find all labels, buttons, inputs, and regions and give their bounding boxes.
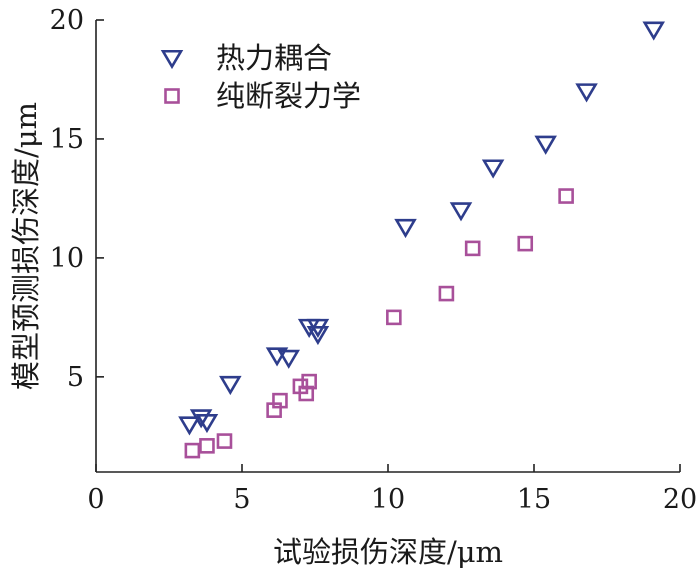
data-point — [306, 318, 330, 338]
data-point — [178, 416, 201, 436]
data-point — [189, 409, 213, 429]
legend-label: 热力耦合 — [216, 41, 332, 75]
y-tick-label: 15 — [50, 124, 84, 155]
data-point — [642, 21, 665, 41]
legend-marker — [164, 88, 180, 104]
data-point — [481, 159, 505, 179]
x-tick-label: 15 — [517, 484, 551, 515]
data-point — [517, 235, 534, 252]
x-tick-label: 10 — [371, 484, 405, 515]
x-axis-title: 试验损伤深度/μm — [273, 535, 503, 569]
data-point — [464, 240, 481, 257]
data-point — [184, 442, 201, 459]
data-point — [438, 285, 455, 302]
data-point — [199, 438, 215, 454]
axes — [95, 19, 681, 473]
x-tick-label: 20 — [663, 484, 697, 515]
legend-marker — [160, 49, 184, 70]
y-tick-label: 5 — [67, 362, 84, 393]
data-point — [534, 135, 557, 155]
x-tick-label: 0 — [87, 484, 104, 515]
legend-label: 纯断裂力学 — [216, 79, 361, 113]
data-point — [558, 188, 574, 204]
data-point — [277, 349, 300, 369]
data-point — [449, 202, 473, 222]
data-point — [386, 309, 402, 326]
data-point — [394, 218, 417, 239]
data-points — [178, 21, 665, 459]
data-point — [301, 373, 317, 390]
data-point — [219, 375, 242, 396]
y-axis-title: 模型预测损伤深度/μm — [9, 102, 43, 390]
y-tick-label: 20 — [50, 5, 84, 36]
x-tick-label: 5 — [233, 484, 250, 515]
data-point — [306, 325, 330, 346]
tick-labels: 0 5 10 15 20 5 10 15 20 — [50, 5, 698, 515]
data-point — [272, 392, 288, 409]
series-2 — [184, 188, 574, 459]
series-1 — [178, 21, 665, 436]
data-point — [575, 83, 598, 103]
y-tick-label: 10 — [50, 243, 84, 274]
data-point — [195, 413, 219, 434]
data-point — [216, 433, 233, 449]
